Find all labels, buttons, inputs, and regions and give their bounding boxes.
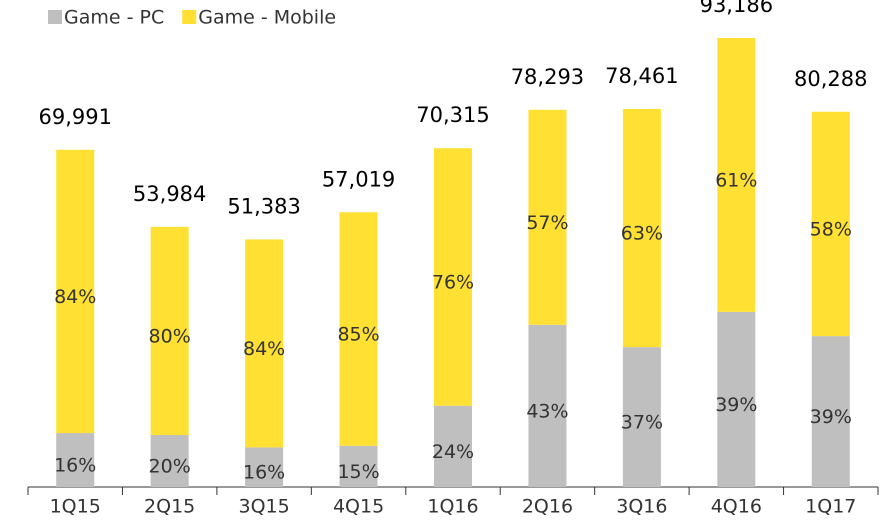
bar-segment [150,434,189,487]
bar-segment [434,405,472,487]
bar-segment [245,447,284,487]
x-tick-label: 3Q16 [616,496,667,518]
bar-segment [339,212,378,446]
data-label: 85% [337,324,379,346]
total-label: 93,186 [700,0,773,17]
bar-segment [622,108,661,348]
bar-segment [622,347,661,487]
x-tick-label: 2Q16 [522,496,573,518]
bar-segment [434,148,472,406]
legend-swatch [182,10,197,24]
data-label: 63% [621,223,663,245]
data-label: 39% [715,394,757,416]
data-label: 16% [243,462,285,484]
x-tick-label: 2Q15 [144,496,195,518]
x-tick-label: 4Q16 [711,496,762,518]
data-label: 39% [810,406,852,428]
data-label: 15% [337,461,379,483]
total-label: 57,019 [322,167,395,191]
total-label: 53,984 [133,182,206,206]
bar-segment [811,336,850,487]
bar-segment [245,239,284,448]
bar-segment [811,111,850,337]
data-label: 57% [526,212,568,234]
data-label: 84% [54,286,96,308]
x-tick-label: 1Q15 [50,496,101,518]
bar-segment [717,38,756,312]
data-label: 84% [243,338,285,360]
total-label: 78,461 [605,64,678,88]
bar-segment [56,433,95,487]
data-label: 61% [715,169,757,191]
data-label: 20% [149,455,191,477]
legend-label: Game - PC [64,7,164,29]
bar-segment [528,109,567,325]
total-label: 78,293 [511,65,584,89]
data-label: 16% [54,455,96,477]
total-label: 51,383 [227,194,300,218]
bar-segment [339,445,378,487]
data-label: 76% [432,271,474,293]
bar-segment [528,324,567,487]
total-label: 69,991 [38,105,111,129]
legend-label: Game - Mobile [198,7,336,29]
x-tick-label: 4Q15 [333,496,384,518]
bar-segment [150,226,189,435]
bar-segment [717,311,756,487]
data-label: 43% [526,400,568,422]
total-label: 80,288 [794,67,867,91]
data-label: 24% [432,441,474,463]
total-label: 70,315 [416,103,489,127]
data-label: 58% [810,218,852,240]
legend-swatch [48,10,62,24]
x-tick-label: 1Q17 [805,496,856,518]
x-tick-label: 1Q16 [427,496,478,518]
data-label: 37% [621,412,663,434]
data-label: 80% [149,325,191,347]
bar-segment [56,149,95,434]
x-tick-label: 3Q15 [238,496,289,518]
